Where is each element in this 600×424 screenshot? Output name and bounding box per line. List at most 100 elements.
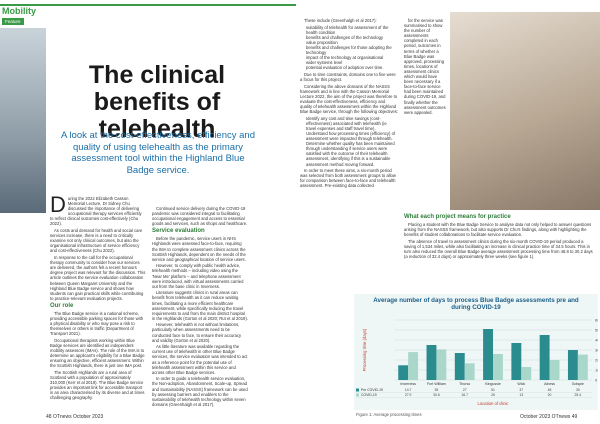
table-value: 20 [548, 393, 552, 397]
section-label: Mobility [2, 6, 36, 16]
table-value: 27.9 [405, 393, 412, 397]
bar [493, 354, 503, 380]
bullet-item: benefits and challenges for those adopti… [306, 45, 398, 55]
x-tick-label: Golspie [572, 382, 584, 386]
footer-left: 48 OTnews October 2023 [46, 414, 104, 420]
legend-label: Pre COVID-19 [361, 388, 383, 392]
paragraph: As costs and demand for health and socia… [50, 228, 143, 254]
paragraph: These include (Greenhalgh et al 2017): [304, 18, 377, 23]
x-tick-label: Alness [544, 382, 555, 386]
table-value: 30.6 [433, 393, 440, 397]
section-heading: Our role [50, 302, 74, 309]
text-column: During the 2022 Elizabeth Casson Memoria… [50, 196, 146, 410]
bullet-item: wider systems level [306, 60, 398, 65]
paragraph: Literature suggests clinics in rural are… [152, 290, 248, 321]
photo-right [450, 12, 600, 210]
bar [539, 335, 550, 380]
table-value: 26 [491, 393, 495, 397]
paragraph: As little literature was available regar… [152, 344, 248, 375]
paragraph: In order to meet these aims, a six-month… [300, 168, 396, 189]
y-tick-label: 10 [595, 368, 598, 373]
bar [567, 350, 578, 380]
legend-label: COVID-19 [361, 393, 377, 397]
bar [464, 363, 475, 380]
table-value: 25.4 [575, 393, 582, 397]
x-tick-label: Wick [517, 382, 525, 386]
table-value: 51 [491, 388, 495, 392]
text-column: What each project means for practice Plac… [404, 212, 596, 292]
bullet-item: impact of the technology at organisation… [306, 55, 398, 60]
bar [577, 354, 588, 380]
bullet-item: value proposition [306, 40, 398, 45]
paragraph: The absence of travel to assessment clin… [404, 238, 593, 260]
paragraph: In order to guide a telehealth service e… [152, 376, 248, 407]
bar [454, 353, 465, 380]
bar [549, 360, 560, 380]
paragraph: Considering the above domains of the NAS… [300, 83, 398, 115]
bar [436, 349, 447, 380]
feature-tag: Feature [2, 18, 24, 25]
text-column: for the service was summarised to show t… [404, 18, 446, 210]
x-axis-label: Location of clinic [478, 401, 509, 406]
y-tick-label: 50 [595, 328, 598, 333]
x-tick-label: Inverness [400, 382, 416, 386]
figure-caption: Figure 1: Average processing times [356, 412, 422, 417]
article-title: The clinical benefits of telehealth [88, 61, 226, 143]
paragraph: Before the pandemic, service users in NH… [152, 236, 246, 262]
section-heading: What each project means for practice [404, 214, 511, 220]
bullet-item: suitability of telehealth for assessment… [306, 25, 398, 35]
y-axis-label: Processing time (days) [362, 328, 367, 371]
legend-swatch [356, 388, 359, 392]
x-tick-label: Kingussie [485, 382, 501, 386]
text-column: Continued service delivery during the CO… [152, 206, 248, 410]
bar [483, 329, 493, 380]
header-rule [0, 4, 296, 6]
bullet-item: potential evaluation of adoption over ti… [306, 65, 398, 70]
bullet-item: benefits and challenges of the technolog… [306, 35, 398, 40]
table-value: 16.7 [461, 393, 468, 397]
y-tick-label: 30 [595, 348, 598, 353]
bullet-item: Determine whether quality has been maint… [306, 141, 398, 166]
paragraph: Placing a student with the Blue Badge Se… [404, 222, 592, 238]
paragraph: Occupational therapists working within B… [50, 337, 145, 369]
paragraph: The Scottish Highlands are a rural area … [50, 369, 145, 401]
paragraph: However, to comply with public health ad… [152, 263, 244, 289]
chart-panel [354, 294, 598, 410]
bar [521, 367, 532, 380]
paragraph: Due to time constraints, domains one to … [300, 71, 396, 83]
bar [398, 365, 409, 380]
bar [426, 345, 437, 380]
bullet-list: Identify any cost and time savings (cost… [300, 116, 398, 167]
y-tick-label: 20 [595, 358, 598, 363]
photo-left [0, 28, 46, 213]
legend-swatch [356, 393, 359, 397]
y-tick-label: 40 [595, 338, 598, 343]
table-value: 35 [435, 388, 439, 392]
chart: 0 10 20 30 40 50 60 Processing time (days) Inver… [356, 318, 598, 406]
y-tick-label: 0 [595, 378, 598, 383]
table-value: 14.7 [405, 388, 412, 392]
paragraph: for the service was summarised to show t… [404, 18, 446, 115]
paragraph: Continued service delivery during the CO… [152, 206, 248, 227]
x-tick-label: Fort William [427, 382, 446, 386]
table-value: 30 [576, 388, 580, 392]
paragraph: During the 2022 Elizabeth Casson Memoria… [50, 196, 142, 227]
chart-title: Average number of days to process Blue B… [373, 297, 579, 312]
article-subtitle: A look at the cost-effectiveness, effici… [61, 130, 255, 176]
paragraph: However, telehealth is not without limit… [152, 322, 242, 343]
section-heading: Service evaluation [152, 228, 205, 235]
bullet-item: Understand how processing times (efficie… [306, 131, 398, 141]
text-column: These include (Greenhalgh et al 2017): su… [300, 18, 398, 293]
bar [511, 343, 522, 380]
bullet-item: Identify any cost and time savings (cost… [306, 116, 398, 131]
table-value: 45 [548, 388, 552, 392]
table-value: 27 [463, 388, 467, 392]
table-value: 37 [519, 388, 523, 392]
bullet-list: suitability of telehealth for assessment… [300, 25, 398, 71]
bar [408, 352, 419, 380]
paragraph: In response to the call for the occupati… [50, 255, 146, 301]
paragraph: The Blue Badge service is a national sch… [50, 310, 144, 337]
x-tick-label: Thurso [459, 382, 470, 386]
table-value: 13 [519, 393, 523, 397]
